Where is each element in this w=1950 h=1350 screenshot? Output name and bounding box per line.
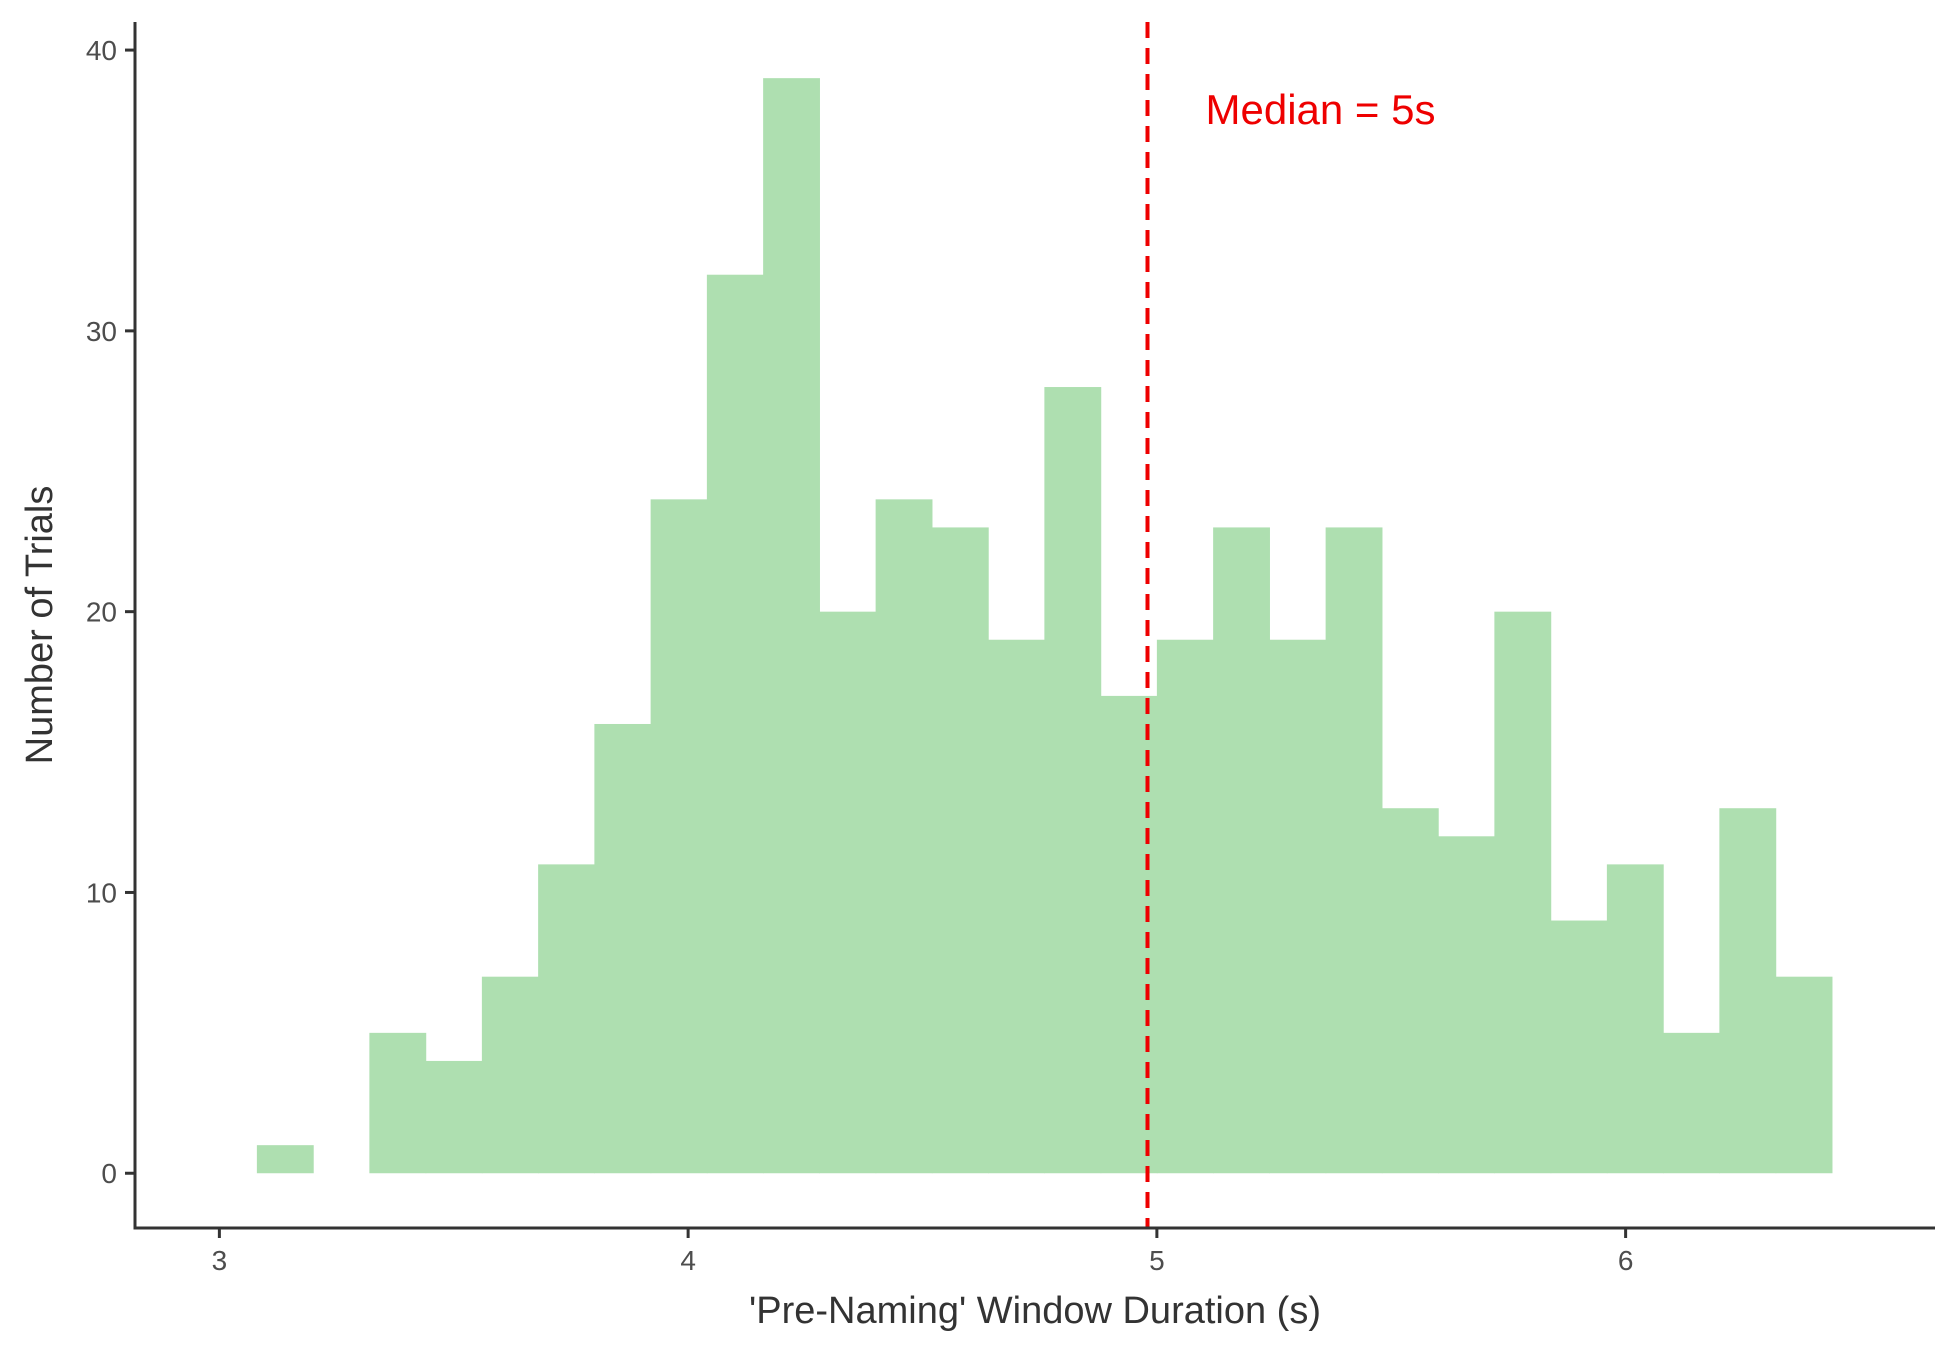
histogram-bar-20 (1381, 808, 1439, 1174)
x-tick-label: 3 (212, 1245, 228, 1276)
x-axis-ticks: 3 4 5 6 (212, 1228, 1634, 1276)
histogram-bar-26 (1719, 808, 1777, 1174)
y-tick-label: 0 (101, 1158, 117, 1189)
histogram-bar-3 (425, 1060, 483, 1174)
x-tick-label: 6 (1618, 1245, 1634, 1276)
histogram-bar-0 (256, 1145, 314, 1174)
y-axis-title: Number of Trials (19, 486, 61, 765)
histogram-bar-16 (1156, 639, 1214, 1174)
y-tick-label: 40 (86, 35, 117, 66)
histogram-bar-4 (481, 976, 539, 1174)
x-axis-title: 'Pre-Naming' Window Duration (s) (749, 1290, 1321, 1332)
histogram-bar-12 (931, 527, 989, 1174)
histogram-bar-19 (1325, 527, 1383, 1174)
histogram-bar-9 (763, 78, 820, 1174)
histogram-bar-25 (1663, 1032, 1720, 1174)
histogram-bar-2 (369, 1032, 427, 1174)
histogram-bar-10 (819, 611, 877, 1174)
histogram-bar-6 (594, 723, 652, 1174)
x-tick-label: 5 (1149, 1245, 1165, 1276)
histogram-bar-23 (1550, 920, 1608, 1174)
histogram-bar-14 (1044, 387, 1102, 1174)
histogram-bar-7 (650, 499, 708, 1174)
y-axis-ticks: 0 10 20 30 40 (86, 35, 135, 1189)
histogram-bar-17 (1213, 527, 1270, 1174)
median-annotation: Median = 5s (1206, 86, 1436, 133)
histogram-bar-11 (875, 499, 933, 1174)
histogram-bar-21 (1438, 836, 1495, 1174)
histogram-bar-5 (538, 864, 595, 1174)
histogram-bar-13 (988, 639, 1045, 1174)
x-tick-label: 4 (680, 1245, 696, 1276)
y-tick-label: 30 (86, 316, 117, 347)
histogram-bar-24 (1606, 864, 1664, 1174)
histogram-bar-27 (1775, 976, 1833, 1174)
y-tick-label: 10 (86, 877, 117, 908)
y-tick-label: 20 (86, 597, 117, 628)
histogram-bars (256, 78, 1833, 1174)
histogram-bar-8 (706, 274, 764, 1174)
histogram-bar-22 (1494, 611, 1552, 1174)
histogram-bar-18 (1269, 639, 1327, 1174)
